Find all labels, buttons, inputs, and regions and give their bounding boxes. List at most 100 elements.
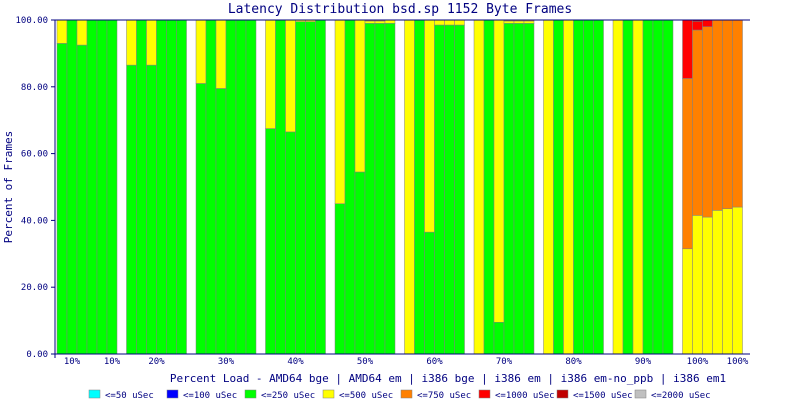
bar-segment <box>56 19 68 44</box>
bar-segment <box>334 203 346 355</box>
bar-segment <box>176 19 187 355</box>
bar-segment <box>583 19 594 355</box>
bar-segment <box>215 88 227 355</box>
bar-segment <box>692 29 703 216</box>
bar-segment <box>523 23 535 355</box>
bar-segment <box>166 19 177 355</box>
legend-label: <=250 uSec <box>261 391 315 400</box>
bar-segment <box>444 24 455 355</box>
bar-segment <box>424 231 435 355</box>
x-tick-label: 100% <box>687 357 709 367</box>
x-axis-label: Percent Load - AMD64 bge | AMD64 em | i3… <box>170 372 726 385</box>
bar-segment <box>225 19 237 355</box>
bar-segment <box>235 19 247 355</box>
bar-segment <box>156 19 167 355</box>
bar-segment <box>86 19 98 355</box>
bar-segment <box>384 23 396 355</box>
bar-segment <box>692 215 703 355</box>
bar-segment <box>295 21 306 355</box>
bar-segment <box>722 19 733 209</box>
bar-segment <box>315 19 326 355</box>
bar-segment <box>702 26 713 218</box>
bar-segment <box>354 19 366 173</box>
legend-label: <=1000 uSec <box>495 391 555 400</box>
bar-segment <box>96 19 108 355</box>
x-tick-label: 20% <box>148 357 165 367</box>
bar-segment <box>692 21 703 31</box>
legend-swatch <box>166 389 179 399</box>
bar-segment <box>444 19 455 26</box>
bar-segment <box>454 24 465 355</box>
bar-segment <box>612 19 624 355</box>
bar-segment <box>136 19 147 355</box>
bar-segment <box>126 64 137 355</box>
x-tick-label: 50% <box>357 357 374 367</box>
bar-segment <box>513 23 525 355</box>
legend-swatch <box>400 389 413 399</box>
bar-segment <box>354 171 366 355</box>
bar-segment <box>513 20 525 24</box>
bar-segment <box>374 23 386 355</box>
bar-segment <box>414 19 425 355</box>
y-tick-label: 60.00 <box>21 150 48 160</box>
bar-segment <box>265 19 276 129</box>
legend-swatch <box>556 389 569 399</box>
bar-segment <box>146 64 157 355</box>
bar-segment <box>66 19 78 355</box>
bar-segment <box>632 19 644 355</box>
x-tick-label: 10% <box>64 357 81 367</box>
y-tick-label: 0.00 <box>26 350 48 360</box>
bar-segment <box>126 19 137 66</box>
bar-segment <box>285 19 296 133</box>
y-tick-label: 100.00 <box>15 16 48 26</box>
bar-segment <box>483 19 495 355</box>
x-tick-label: 70% <box>496 357 513 367</box>
bar-segment <box>702 216 713 355</box>
legend: <=50 uSec <=100 uSec <=250 uSec <=500 uSec <… <box>88 389 711 400</box>
legend-label: <=500 uSec <box>339 391 393 400</box>
bar-segment <box>245 19 257 355</box>
bars-layer <box>56 19 743 355</box>
bar-segment <box>106 19 118 355</box>
x-tick-label: 90% <box>635 357 652 367</box>
bar-segment <box>702 19 713 27</box>
bar-segment <box>76 19 88 46</box>
bar-segment <box>56 43 68 355</box>
bar-segment <box>374 20 386 24</box>
bar-segment <box>553 19 564 355</box>
x-tick-label: 10% <box>104 357 121 367</box>
bar-segment <box>215 19 227 89</box>
x-tick-label: 80% <box>565 357 582 367</box>
legend-label: <=50 uSec <box>105 391 154 400</box>
bar-segment <box>305 21 316 355</box>
bar-segment <box>503 20 515 24</box>
legend-label: <=2000 uSec <box>651 391 711 400</box>
bar-segment <box>732 19 743 208</box>
bar-segment <box>662 19 674 355</box>
bar-segment <box>573 19 584 355</box>
bar-segment <box>364 23 376 355</box>
bar-segment <box>146 19 157 66</box>
legend-swatch <box>634 389 647 399</box>
bar-segment <box>563 19 574 355</box>
bar-segment <box>543 19 554 355</box>
bar-segment <box>473 19 485 355</box>
bar-segment <box>434 24 445 355</box>
bar-segment <box>493 19 505 323</box>
bar-segment <box>285 131 296 355</box>
legend-label: <=750 uSec <box>417 391 471 400</box>
legend-swatch <box>88 389 101 399</box>
bar-segment <box>334 19 346 204</box>
y-tick-label: 20.00 <box>21 283 48 293</box>
bar-segment <box>712 19 723 211</box>
bar-segment <box>344 19 356 355</box>
bar-segment <box>265 128 276 355</box>
bar-segment <box>195 19 207 84</box>
bar-segment <box>275 19 286 355</box>
bar-segment <box>364 20 376 24</box>
bar-segment <box>642 19 654 355</box>
bar-segment <box>404 19 415 355</box>
bar-segment <box>652 19 664 355</box>
x-tick-label: 60% <box>426 357 443 367</box>
